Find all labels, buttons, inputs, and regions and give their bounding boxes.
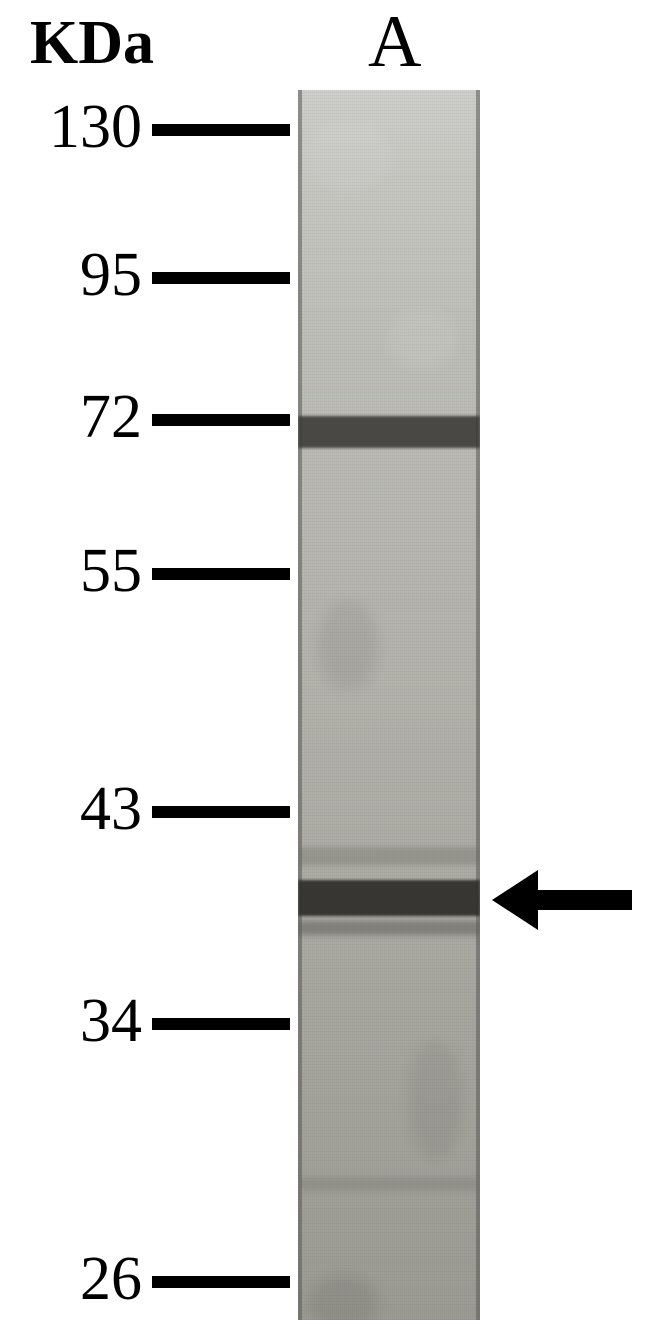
target-arrow [0,0,650,1324]
blot-figure: KDa A 130957255433426 [0,0,650,1324]
arrow-shaft [538,890,632,910]
arrow-head-icon [492,870,538,930]
